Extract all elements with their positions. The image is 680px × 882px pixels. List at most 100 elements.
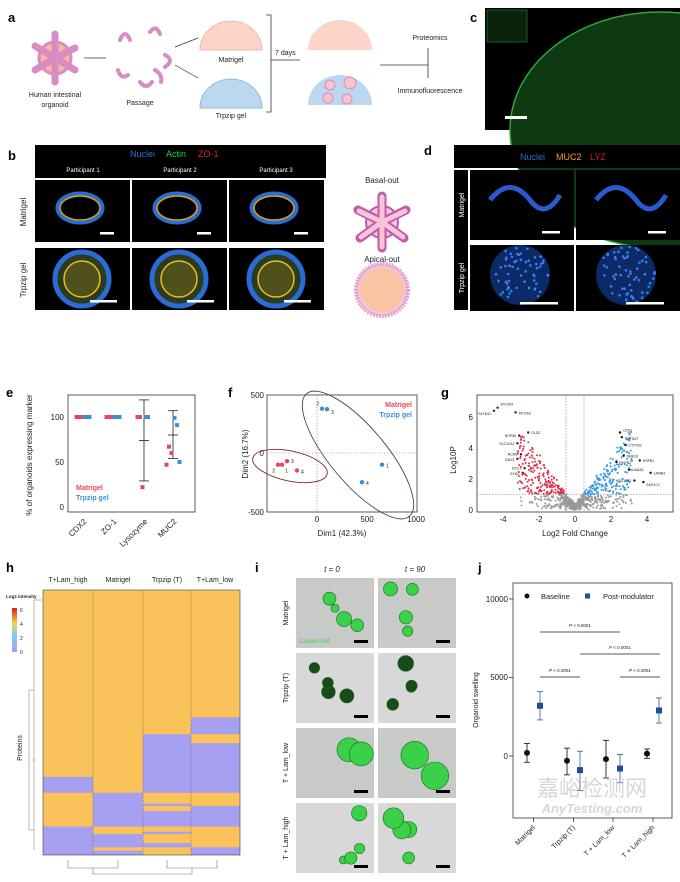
- organoid: [308, 662, 321, 674]
- panel-e: e % of organoids expressing marker 0 50 …: [6, 385, 196, 549]
- volcano-point: [610, 486, 613, 489]
- labeled-gene-point: [638, 459, 641, 462]
- gene-label: SLFN11: [478, 412, 491, 416]
- volcano-point: [531, 479, 534, 482]
- volcano-point: [550, 484, 553, 487]
- volcano-point: [531, 461, 534, 464]
- data-point-trpzip: [82, 415, 87, 419]
- volcano-point: [521, 449, 524, 452]
- volcano-point: [589, 503, 592, 506]
- organoid: [351, 805, 368, 822]
- volcano-point: [543, 489, 546, 492]
- volcano-point: [522, 487, 525, 490]
- volcano-point: [567, 501, 570, 504]
- volcano-point: [597, 495, 600, 498]
- volcano-point: [598, 499, 601, 502]
- scale-bar: [626, 302, 664, 305]
- volcano-point: [519, 496, 522, 499]
- volcano-point: [523, 486, 526, 489]
- volcano-point: [619, 495, 622, 498]
- gene-label: NCAM: [508, 453, 518, 457]
- volcano-point: [559, 506, 562, 509]
- volcano-point: [529, 466, 532, 469]
- data-point-trpzip: [115, 415, 119, 419]
- volcano-point: [541, 484, 544, 487]
- volcano-point: [570, 498, 573, 501]
- volcano-point: [577, 507, 580, 510]
- x-tick: Lysozyme: [118, 517, 150, 549]
- scale-bar: [542, 231, 560, 234]
- volcano-point: [547, 479, 550, 482]
- x-tick: ZO-1: [99, 517, 119, 537]
- apical-out-organoids-icon: [322, 76, 357, 105]
- volcano-point: [517, 475, 520, 478]
- volcano-point: [530, 454, 533, 457]
- volcano-point: [518, 480, 521, 483]
- nucleus: [539, 262, 543, 266]
- nucleus: [634, 246, 638, 250]
- volcano-point: [602, 506, 605, 509]
- volcano-point: [628, 433, 631, 436]
- x-tick: T + Lam_low: [583, 824, 617, 858]
- scale-bar: [436, 715, 450, 718]
- organoid-stain: [488, 185, 563, 212]
- gene-label: MYOH3: [501, 403, 513, 407]
- volcano-point: [616, 446, 619, 449]
- volcano-point: [522, 445, 525, 448]
- volcano-point: [580, 504, 583, 507]
- volcano-point: [596, 493, 599, 496]
- organoid: [397, 655, 414, 672]
- volcano-point: [595, 474, 598, 477]
- volcano-point: [590, 485, 593, 488]
- volcano-point: [620, 456, 623, 459]
- nucleus: [504, 258, 508, 261]
- volcano-point: [610, 495, 613, 498]
- volcano-point: [518, 464, 521, 467]
- volcano-point: [542, 492, 545, 495]
- p-value: P < 0.0001: [569, 623, 591, 628]
- labeled-gene-point: [516, 442, 519, 445]
- volcano-point: [586, 507, 589, 510]
- volcano-point: [560, 490, 563, 493]
- nucleus: [614, 257, 618, 261]
- volcano-point: [521, 435, 524, 438]
- panel-label-h: h: [6, 560, 14, 575]
- matrigel-dome-icon: [199, 20, 263, 51]
- data-point-matrigel: [79, 415, 84, 419]
- data-point-matrigel: [138, 415, 142, 419]
- x-tick: Matrigel: [514, 824, 537, 847]
- volcano-point: [620, 499, 623, 502]
- nucleus: [641, 259, 644, 263]
- labeled-gene-point: [492, 409, 496, 412]
- point-label: 3: [331, 410, 334, 416]
- volcano-point: [606, 501, 609, 504]
- panel-g: g Log10P Log2 Fold Change -4 -2 0 2 4 0 2 4 6 MY…: [441, 385, 674, 538]
- volcano-point: [547, 476, 550, 479]
- nucleus: [619, 273, 623, 277]
- microscopy-image: [229, 180, 324, 242]
- volcano-point: [540, 490, 543, 493]
- legend-marker-post: [585, 593, 590, 599]
- organoid: [402, 625, 414, 637]
- data-point-matrigel: [294, 468, 300, 473]
- row-label: Matrigel: [283, 600, 290, 625]
- scale-bar: [648, 231, 666, 234]
- volcano-point: [548, 492, 551, 495]
- volcano-point: [600, 488, 603, 491]
- volcano-point: [564, 496, 567, 499]
- organoid: [405, 679, 418, 692]
- volcano-point: [521, 473, 524, 476]
- volcano-point: [528, 456, 531, 459]
- colorbar: [12, 608, 17, 652]
- volcano-point: [567, 498, 570, 501]
- y-tick: 6: [469, 413, 474, 422]
- volcano-point: [608, 472, 611, 475]
- volcano-point: [630, 459, 633, 462]
- volcano-point: [537, 492, 540, 495]
- column-label: T+Lam_high: [48, 577, 87, 584]
- legend-matrigel: Matrigel: [385, 402, 412, 409]
- organoid-label: Human intestinal: [29, 92, 82, 99]
- scale-bar: [505, 116, 527, 119]
- volcano-point: [544, 478, 547, 481]
- y-axis-label: % of organoids expressing marker: [25, 394, 34, 516]
